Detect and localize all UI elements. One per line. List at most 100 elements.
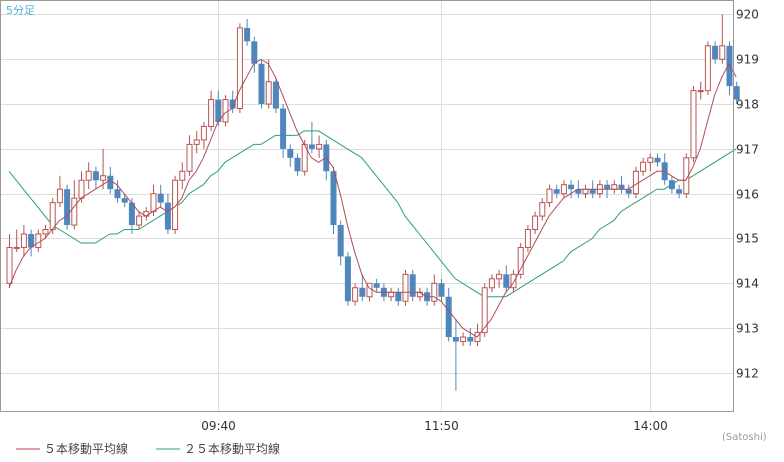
y-axis-ticks: 912 913 914 915 916 917 918 919 920 <box>736 8 759 381</box>
candle <box>164 193 171 235</box>
candle-body <box>244 27 251 42</box>
candle <box>532 211 539 235</box>
candle-body <box>395 292 402 302</box>
candle-body <box>150 193 157 213</box>
candle <box>100 148 107 190</box>
candle-body <box>236 27 243 110</box>
candle-body <box>280 108 287 149</box>
candle <box>222 95 229 127</box>
candle <box>20 225 27 257</box>
candle-body <box>517 246 524 275</box>
candle <box>431 274 438 306</box>
candle <box>733 81 740 105</box>
candle-body <box>56 188 63 204</box>
y-tick-label: 916 <box>736 188 759 202</box>
candle <box>690 86 697 163</box>
candle-body <box>640 161 647 172</box>
candle <box>654 153 661 167</box>
y-tick-label: 917 <box>736 143 759 157</box>
candle-body <box>193 139 200 145</box>
candle-body <box>704 45 711 92</box>
credit-label: (Satoshi) <box>722 432 767 443</box>
candle-body <box>78 179 85 199</box>
candle-body <box>128 202 135 226</box>
candle <box>251 36 258 73</box>
candle-body <box>488 278 495 289</box>
candle-body <box>92 171 99 181</box>
y-tick-label: 913 <box>736 322 759 336</box>
candle-body <box>445 296 452 338</box>
candle <box>28 229 35 257</box>
x-tick-label: 14:00 <box>633 419 668 433</box>
candle <box>200 121 207 149</box>
candle <box>719 14 726 64</box>
candle <box>172 175 179 235</box>
y-tick-label: 919 <box>736 53 759 67</box>
candle-body <box>186 143 193 172</box>
candle-body <box>344 256 351 302</box>
candle-body <box>258 63 265 105</box>
candle <box>280 104 287 158</box>
grid <box>0 1 733 411</box>
candle <box>676 184 683 199</box>
candle-body <box>157 193 164 203</box>
candle-body <box>539 202 546 217</box>
candle <box>308 121 315 154</box>
candle-body <box>294 157 301 172</box>
candle <box>539 198 546 221</box>
candle <box>496 269 503 288</box>
candle-body <box>524 229 531 248</box>
candle <box>244 18 251 46</box>
candle <box>157 184 164 208</box>
candle-body <box>222 99 229 123</box>
candle <box>668 175 675 194</box>
candle-body <box>712 45 719 60</box>
candle-body <box>179 170 186 181</box>
candle <box>35 229 42 252</box>
candle <box>64 184 71 230</box>
candle-body <box>373 283 380 288</box>
candle <box>42 225 49 239</box>
candle-body <box>337 225 344 257</box>
candle-body <box>251 41 258 64</box>
candle-body <box>208 99 215 127</box>
candle-body <box>438 283 445 297</box>
candle <box>560 180 567 199</box>
candle <box>352 283 359 306</box>
candle-body <box>359 287 366 297</box>
candle-body <box>107 175 114 190</box>
x-tick-label: 09:40 <box>201 419 236 433</box>
candle <box>503 265 510 293</box>
candle <box>683 153 690 199</box>
candle <box>373 278 380 293</box>
candle <box>647 153 654 172</box>
candle <box>136 211 143 230</box>
candle <box>359 274 366 302</box>
candle <box>265 59 272 109</box>
candle <box>546 184 553 208</box>
y-tick-label: 912 <box>736 367 759 381</box>
candle-body <box>568 184 575 190</box>
candle-body <box>100 175 107 181</box>
candle <box>726 41 733 96</box>
candle-body <box>316 143 323 150</box>
candle <box>632 166 639 199</box>
candle-body <box>560 184 567 195</box>
candle-body <box>352 287 359 302</box>
candle <box>330 166 337 235</box>
candle <box>13 229 20 252</box>
candle <box>6 234 13 288</box>
candle <box>611 180 618 194</box>
candle-body <box>402 273 409 302</box>
candle-body <box>35 233 42 248</box>
candle <box>460 332 467 347</box>
candle-body <box>287 148 294 158</box>
candle-body <box>6 246 13 284</box>
candle-body <box>690 90 697 159</box>
candle <box>388 287 395 302</box>
candle <box>488 274 495 293</box>
candle-body <box>121 198 128 203</box>
candle-body <box>308 144 315 149</box>
